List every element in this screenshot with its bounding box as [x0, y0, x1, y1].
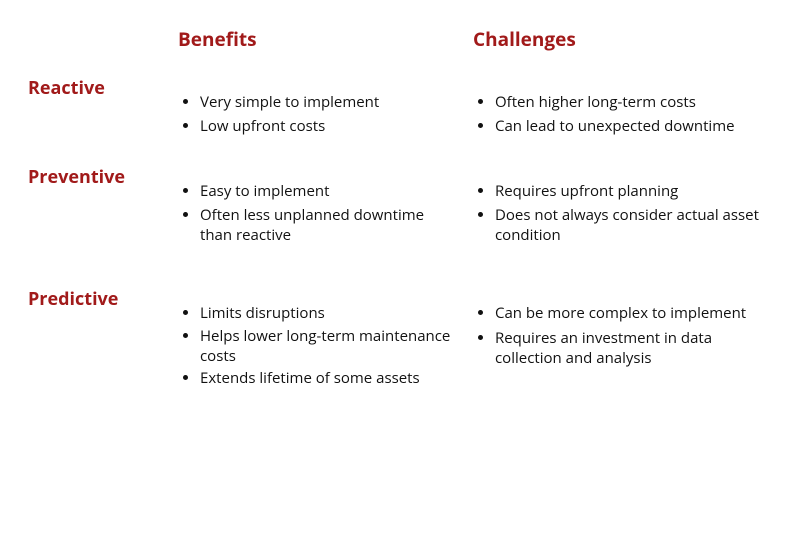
challenge-item: Often higher long-term costs: [495, 92, 768, 112]
table-header-row: Benefits Challenges: [20, 20, 780, 58]
benefit-item: Extends lifetime of some assets: [200, 368, 453, 388]
benefit-item: Low upfront costs: [200, 116, 453, 136]
maintenance-comparison-table: Benefits Challenges Reactive Very simple…: [20, 20, 780, 396]
table-row: Predictive Limits disruptions Helps lowe…: [20, 255, 780, 396]
benefit-item: Very simple to implement: [200, 92, 453, 112]
table-row: Preventive Easy to implement Often less …: [20, 147, 780, 256]
challenge-item: Requires upfront planning: [495, 181, 768, 201]
col-header-benefits: Benefits: [170, 20, 465, 58]
benefit-item: Helps lower long-term maintenance costs: [200, 326, 453, 367]
cell-reactive-benefits: Very simple to implement Low upfront cos…: [170, 58, 465, 147]
challenge-item: Does not always consider actual asset co…: [495, 205, 768, 246]
row-label-reactive: Reactive: [20, 58, 170, 147]
cell-preventive-benefits: Easy to implement Often less unplanned d…: [170, 147, 465, 256]
row-label-preventive: Preventive: [20, 147, 170, 256]
benefit-item: Limits disruptions: [200, 303, 453, 323]
cell-predictive-challenges: Can be more complex to implement Require…: [465, 255, 780, 396]
cell-predictive-benefits: Limits disruptions Helps lower long-term…: [170, 255, 465, 396]
challenge-item: Can lead to unexpected downtime: [495, 116, 768, 136]
cell-reactive-challenges: Often higher long-term costs Can lead to…: [465, 58, 780, 147]
table-row: Reactive Very simple to implement Low up…: [20, 58, 780, 147]
benefit-item: Easy to implement: [200, 181, 453, 201]
benefit-item: Often less unplanned downtime than react…: [200, 205, 453, 246]
cell-preventive-challenges: Requires upfront planning Does not alway…: [465, 147, 780, 256]
col-header-challenges: Challenges: [465, 20, 780, 58]
row-label-predictive: Predictive: [20, 255, 170, 396]
challenge-item: Requires an investment in data collectio…: [495, 328, 768, 369]
challenge-item: Can be more complex to implement: [495, 303, 768, 323]
